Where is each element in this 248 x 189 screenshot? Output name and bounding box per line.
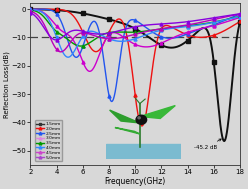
- Legend: 1.5mm, 2.0mm, 2.5mm, 3.0mm, 3.5mm, 4.0mm, 4.5mm, 5.0mm: 1.5mm, 2.0mm, 2.5mm, 3.0mm, 3.5mm, 4.0mm…: [35, 120, 62, 161]
- Text: -45.2 dB: -45.2 dB: [194, 139, 221, 150]
- Y-axis label: Reflection Loss(dB): Reflection Loss(dB): [3, 51, 10, 118]
- X-axis label: Frequency(GHz): Frequency(GHz): [105, 177, 166, 186]
